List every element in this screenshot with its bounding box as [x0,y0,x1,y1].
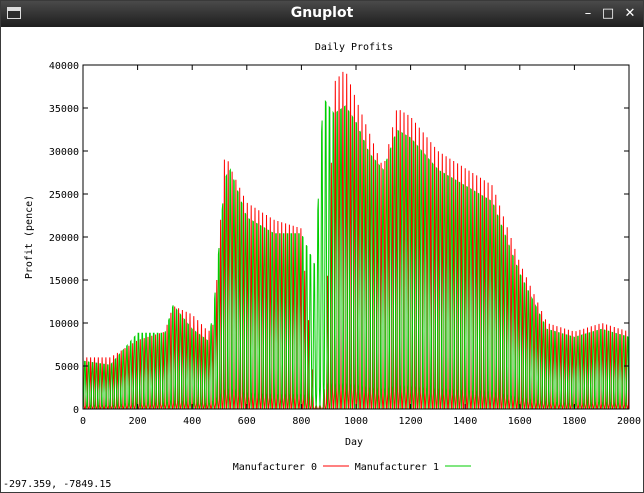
status-bar-coordinates: -297.359, -7849.15 [3,479,112,490]
ticks-layer: 0 200 400 600 800 1000 1200 1400 1600 1800 2000050… [49,61,641,427]
y-tick-label: 10000 [49,319,79,330]
window-app-icon[interactable] [7,7,21,19]
minimize-icon[interactable]: – [584,6,592,21]
x-tick-label: 200 [129,416,147,427]
plot-canvas[interactable]: Daily Profits Profit (pence) Day 0 200 400… [1,27,643,477]
x-tick-label: 2000 [617,416,641,427]
y-tick-label: 15000 [49,276,79,287]
x-tick-label: 1600 [508,416,532,427]
y-tick-label: 40000 [49,61,79,72]
series-line-manufacturer-1 [82,99,630,410]
close-icon[interactable]: ✕ [624,6,636,21]
legend-label-manufacturer-1: Manufacturer 1 [355,462,439,473]
x-tick-label: 400 [183,416,201,427]
x-tick-label: 800 [292,416,310,427]
x-tick-label: 1000 [344,416,368,427]
y-tick-label: 30000 [49,147,79,158]
y-tick-label: 20000 [49,233,79,244]
x-tick-label: 600 [238,416,256,427]
y-tick-label: 25000 [49,190,79,201]
y-axis-label: Profit (pence) [24,195,35,279]
x-tick-label: 1800 [562,416,586,427]
x-tick-label: 1400 [453,416,477,427]
x-axis-label: Day [345,437,363,448]
x-tick-label: 0 [80,416,86,427]
x-tick-label: 1200 [399,416,423,427]
chart-svg[interactable]: Daily Profits Profit (pence) Day 0 200 400… [1,27,643,477]
legend-label-manufacturer-0: Manufacturer 0 [233,462,317,473]
series-layer [82,71,630,410]
title-bar[interactable]: Gnuplot – □ ✕ [1,1,643,27]
y-tick-label: 5000 [55,362,79,373]
maximize-icon[interactable]: □ [601,6,615,21]
y-tick-label: 35000 [49,104,79,115]
window-title: Gnuplot [290,5,354,21]
chart-title: Daily Profits [315,42,393,53]
y-tick-label: 0 [73,405,79,416]
legend: Manufacturer 0 Manufacturer 1 [233,462,471,473]
